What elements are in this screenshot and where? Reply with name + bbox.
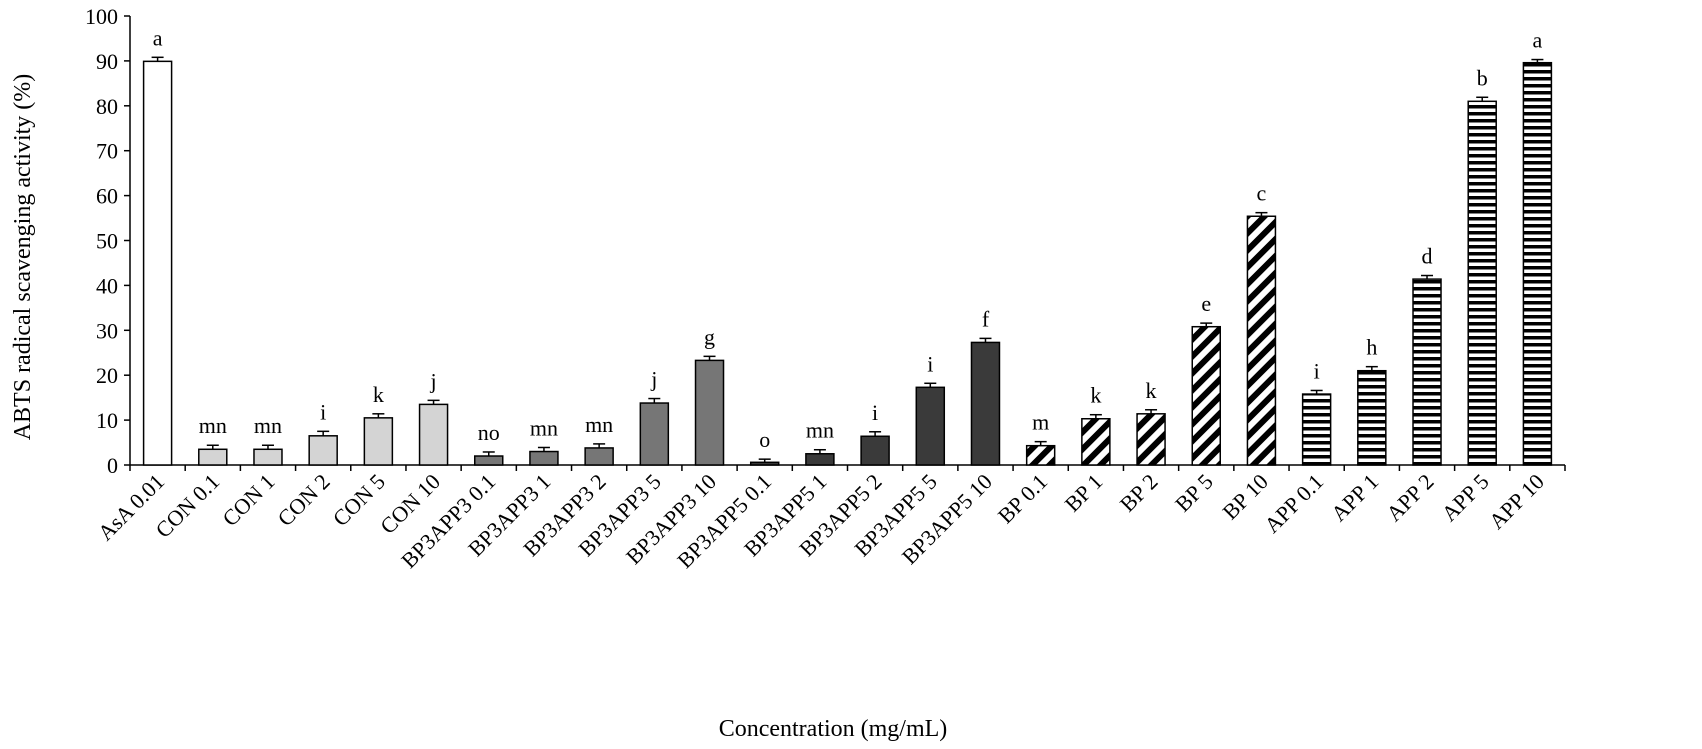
significance-letter: b (1477, 65, 1488, 90)
bar (1191, 325, 1221, 466)
significance-letter: h (1366, 335, 1377, 360)
significance-letter: no (478, 420, 500, 445)
significance-letter: c (1257, 181, 1267, 206)
significance-letter: i (320, 399, 326, 424)
bar (418, 403, 449, 466)
bar (1246, 215, 1277, 466)
category-label: BP 1 (1060, 469, 1108, 517)
y-tick-label: 100 (85, 4, 118, 29)
significance-letter: d (1422, 244, 1433, 269)
significance-letter: k (373, 382, 384, 407)
y-tick-label: 10 (96, 408, 118, 433)
significance-letter: f (982, 306, 990, 331)
bar (584, 447, 614, 466)
category-label: AsA 0.01 (93, 469, 169, 545)
significance-letter: mn (254, 413, 282, 438)
y-tick-label: 70 (96, 139, 118, 164)
bar (1357, 369, 1387, 466)
bar (805, 453, 835, 466)
x-axis-label: Concentration (mg/mL) (719, 716, 948, 742)
bar (860, 435, 890, 466)
y-axis-label: ABTS radical scavenging activity (%) (10, 74, 36, 441)
bar (1025, 444, 1056, 466)
category-label: APP 0.1 (1259, 469, 1328, 538)
bar (1467, 100, 1497, 466)
significance-letter: k (1146, 378, 1157, 403)
bar (749, 461, 780, 466)
category-label: BP 2 (1115, 469, 1163, 517)
significance-letter: j (429, 368, 436, 393)
bar (1136, 413, 1166, 466)
bar (1522, 61, 1553, 466)
significance-letter: mn (806, 418, 834, 443)
bar (363, 417, 394, 466)
bar (253, 448, 283, 466)
y-tick-label: 50 (96, 229, 118, 254)
significance-letter: mn (585, 412, 613, 437)
significance-letter: g (704, 324, 715, 349)
bar (915, 386, 946, 466)
significance-letter: o (759, 427, 770, 452)
category-label: CON 2 (273, 469, 335, 531)
significance-letter: i (927, 351, 933, 376)
category-label: APP 2 (1381, 469, 1438, 526)
y-tick-label: 40 (96, 273, 118, 298)
significance-letter: a (1533, 28, 1543, 53)
category-label: APP 1 (1326, 469, 1383, 526)
significance-letter: i (1314, 358, 1320, 383)
bar (474, 455, 504, 466)
y-tick-label: 0 (107, 453, 118, 478)
significance-letter: e (1201, 291, 1211, 316)
bar (198, 448, 228, 466)
bar (639, 402, 670, 466)
y-tick-label: 80 (96, 94, 118, 119)
significance-letter: k (1090, 383, 1101, 408)
bar (529, 450, 559, 466)
category-label: BP 0.1 (993, 469, 1052, 528)
y-tick-label: 30 (96, 318, 118, 343)
bar (694, 359, 725, 466)
bar (142, 60, 173, 466)
significance-letter: i (872, 400, 878, 425)
y-tick-label: 60 (96, 184, 118, 209)
bar (1081, 418, 1111, 466)
significance-letter: a (153, 25, 163, 50)
bar (1412, 278, 1442, 466)
category-label: BP 5 (1170, 469, 1218, 517)
bar (970, 341, 1001, 466)
category-label: APP 10 (1484, 469, 1549, 534)
significance-letter: mn (199, 413, 227, 438)
bar (1301, 393, 1332, 466)
category-label: CON 1 (217, 469, 279, 531)
significance-letter: m (1032, 410, 1049, 435)
y-tick-label: 20 (96, 363, 118, 388)
significance-letter: mn (530, 415, 558, 440)
y-tick-label: 90 (96, 49, 118, 74)
significance-letter: j (650, 367, 657, 392)
bar (308, 435, 338, 466)
